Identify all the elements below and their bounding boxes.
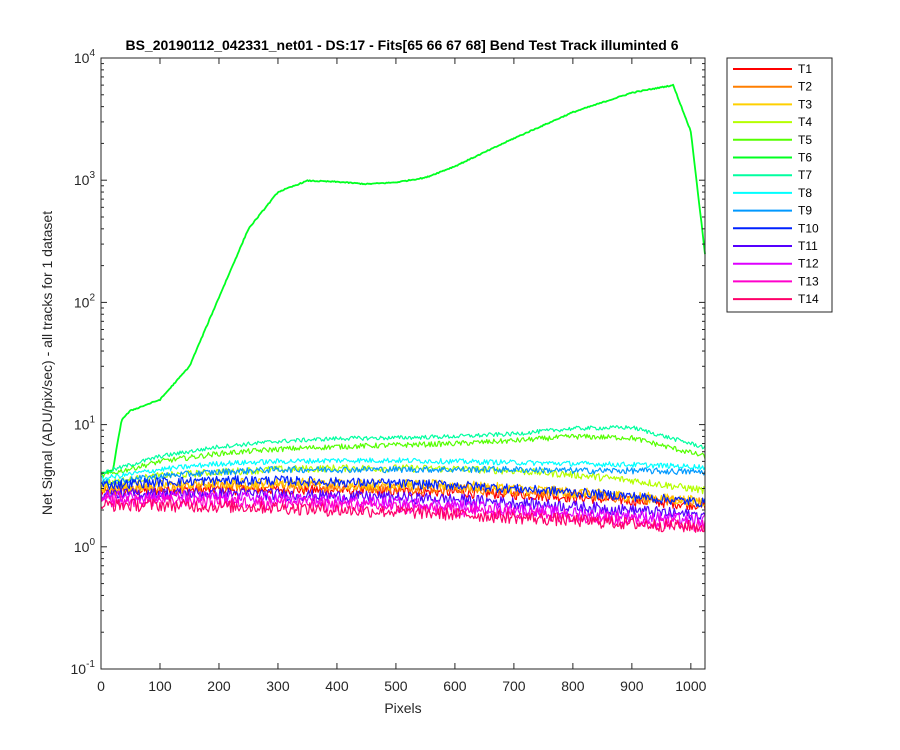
legend-box <box>726 57 833 313</box>
x-tick-label: 200 <box>207 678 231 694</box>
series-line-t7 <box>100 425 706 475</box>
legend-label-t1: T1 <box>798 62 812 76</box>
series-line-t5 <box>100 433 706 478</box>
series-line-t1 <box>100 483 706 510</box>
x-tick-label: 0 <box>97 678 105 694</box>
legend-label-t11: T11 <box>798 239 818 253</box>
x-tick-label: 100 <box>148 678 172 694</box>
chart-title: BS_20190112_042331_net01 - DS:17 - Fits[… <box>125 37 678 53</box>
legend-label-t2: T2 <box>798 80 812 94</box>
legend-label-t10: T10 <box>798 221 819 235</box>
y-tick-label: 104 <box>74 48 96 66</box>
y-axis-label: Net Signal (ADU/pix/sec) - all tracks fo… <box>39 211 55 515</box>
y-tick-label: 103 <box>74 170 96 188</box>
y-tick-label: 100 <box>74 537 96 555</box>
y-tick-label: 10-1 <box>71 659 96 677</box>
legend-label-t13: T13 <box>798 274 819 288</box>
x-tick-label: 500 <box>384 678 408 694</box>
legend-label-t12: T12 <box>798 257 819 271</box>
x-axis: 0 100 200 300 400 500 600 700 800 900 1000 <box>97 58 707 694</box>
series-line-t10 <box>101 475 706 508</box>
x-tick-label: 800 <box>561 678 585 694</box>
x-axis-label: Pixels <box>384 700 421 716</box>
series-line-t9 <box>100 465 706 486</box>
series-line-t6 <box>100 83 706 474</box>
series-layer <box>100 83 706 533</box>
x-tick-label: 300 <box>266 678 290 694</box>
y-tick-label: 101 <box>74 415 96 433</box>
legend-label-t4: T4 <box>798 115 812 129</box>
x-tick-label: 700 <box>502 678 526 694</box>
y-axis: 10-1 100 101 102 103 104 <box>71 48 705 677</box>
series-line-t4 <box>100 464 706 495</box>
legend: T1 T2 T3 T4 T5 T6 T7 T8 T9 T10 T11 T12 T13 T14 <box>726 57 833 313</box>
x-tick-label: 900 <box>620 678 644 694</box>
x-tick-label: 600 <box>443 678 467 694</box>
legend-label-t6: T6 <box>798 151 812 165</box>
series-line-t11 <box>100 487 706 522</box>
series-line-t12 <box>100 490 706 526</box>
legend-label-t8: T8 <box>798 186 812 200</box>
legend-label-t7: T7 <box>798 168 812 182</box>
y-tick-label: 102 <box>74 292 96 310</box>
legend-label-t3: T3 <box>798 97 812 111</box>
axes-box <box>100 57 706 670</box>
legend-label-t14: T14 <box>798 292 819 306</box>
x-tick-label: 1000 <box>675 678 706 694</box>
legend-label-t9: T9 <box>798 204 812 218</box>
legend-label-t5: T5 <box>798 133 812 147</box>
x-tick-label: 400 <box>325 678 349 694</box>
series-line-t8 <box>100 457 706 481</box>
plot-area <box>101 58 705 669</box>
series-line-t14 <box>100 498 706 533</box>
